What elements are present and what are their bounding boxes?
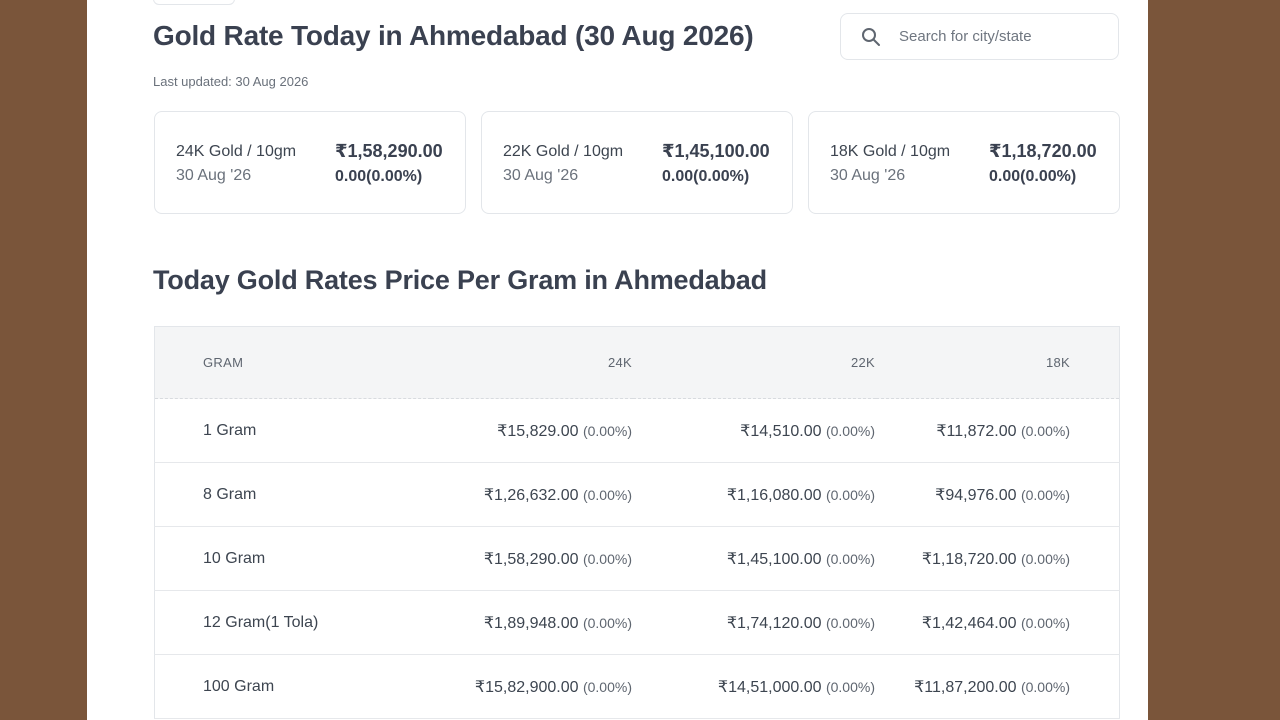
- search-box[interactable]: [840, 13, 1119, 60]
- card-date: 30 Aug '26: [830, 167, 906, 184]
- rate-24k-cell: ₹1,26,632.00 (0.00%): [431, 463, 633, 527]
- rate-value: ₹94,976.00: [935, 486, 1017, 504]
- gram-cell: 100 Gram: [203, 677, 275, 695]
- rate-value: ₹15,82,900.00: [474, 678, 579, 696]
- rate-18k-cell: ₹11,87,200.00 (0.00%): [876, 655, 1120, 719]
- rate-card-22k[interactable]: 22K Gold / 10gm 30 Aug '26 ₹1,45,100.00 …: [481, 111, 793, 214]
- rate-change: (0.00%): [582, 486, 632, 503]
- card-label: 22K Gold / 10gm: [503, 143, 624, 160]
- gram-cell: 8 Gram: [203, 485, 257, 503]
- last-updated-text: Last updated: 30 Aug 2026: [153, 74, 309, 89]
- search-icon[interactable]: [861, 27, 881, 47]
- card-price: ₹1,58,290.00: [335, 141, 443, 161]
- rate-value: ₹14,510.00: [740, 422, 822, 440]
- rate-change: (0.00%): [825, 614, 875, 631]
- rate-change: (0.00%): [1020, 550, 1070, 567]
- top-tab-partial[interactable]: [153, 0, 235, 5]
- rate-change: (0.00%): [825, 422, 875, 439]
- rate-22k-cell: ₹14,51,000.00 (0.00%): [633, 655, 876, 719]
- rate-card-24k[interactable]: 24K Gold / 10gm 30 Aug '26 ₹1,58,290.00 …: [154, 111, 466, 214]
- table-row: 100 Gram ₹15,82,900.00 (0.00%) ₹14,51,00…: [154, 655, 1120, 719]
- rate-value: ₹11,87,200.00: [914, 678, 1017, 696]
- rate-change: (0.00%): [582, 422, 632, 439]
- card-label: 18K Gold / 10gm: [830, 143, 951, 160]
- column-header-18k: 18K: [876, 326, 1120, 399]
- rate-value: ₹1,89,948.00: [483, 614, 579, 632]
- rate-24k-cell: ₹1,58,290.00 (0.00%): [431, 527, 633, 591]
- rate-22k-cell: ₹14,510.00 (0.00%): [633, 399, 876, 463]
- rate-change: (0.00%): [582, 614, 632, 631]
- card-change: 0.00(0.00%): [662, 168, 750, 185]
- table-row: 1 Gram ₹15,829.00 (0.00%) ₹14,510.00 (0.…: [154, 399, 1120, 463]
- table-row: 10 Gram ₹1,58,290.00 (0.00%) ₹1,45,100.0…: [154, 527, 1120, 591]
- card-date: 30 Aug '26: [176, 167, 252, 184]
- card-price: ₹1,18,720.00: [989, 141, 1097, 161]
- rate-value: ₹1,42,464.00: [921, 614, 1017, 632]
- rate-18k-cell: ₹94,976.00 (0.00%): [876, 463, 1120, 527]
- card-price: ₹1,45,100.00: [662, 141, 770, 161]
- rate-card-18k[interactable]: 18K Gold / 10gm 30 Aug '26 ₹1,18,720.00 …: [808, 111, 1120, 214]
- card-change: 0.00(0.00%): [335, 168, 423, 185]
- rate-18k-cell: ₹1,42,464.00 (0.00%): [876, 591, 1120, 655]
- gold-rates-table: GRAM 24K 22K 18K 1 Gram ₹15,829.00 (0.00…: [154, 326, 1120, 719]
- rate-24k-cell: ₹15,82,900.00 (0.00%): [431, 655, 633, 719]
- column-header-gram: GRAM: [154, 326, 431, 399]
- card-change: 0.00(0.00%): [989, 168, 1077, 185]
- rate-22k-cell: ₹1,16,080.00 (0.00%): [633, 463, 876, 527]
- rate-value: ₹15,829.00: [497, 422, 579, 440]
- column-header-22k: 22K: [633, 326, 876, 399]
- rate-value: ₹1,45,100.00: [726, 550, 822, 568]
- rate-value: ₹1,18,720.00: [921, 550, 1017, 568]
- rate-value: ₹1,58,290.00: [483, 550, 579, 568]
- rate-value: ₹14,51,000.00: [717, 678, 822, 696]
- search-input[interactable]: [897, 27, 1111, 46]
- rate-24k-cell: ₹15,829.00 (0.00%): [431, 399, 633, 463]
- rate-change: (0.00%): [1020, 678, 1070, 695]
- rate-change: (0.00%): [582, 550, 632, 567]
- table-header-row: GRAM 24K 22K 18K: [154, 326, 1120, 399]
- rate-value: ₹1,74,120.00: [726, 614, 822, 632]
- rate-change: (0.00%): [1020, 486, 1070, 503]
- gram-cell: 10 Gram: [203, 549, 266, 567]
- table-row: 12 Gram(1 Tola) ₹1,89,948.00 (0.00%) ₹1,…: [154, 591, 1120, 655]
- rate-change: (0.00%): [1020, 422, 1070, 439]
- rate-22k-cell: ₹1,74,120.00 (0.00%): [633, 591, 876, 655]
- content-panel: Gold Rate Today in Ahmedabad (30 Aug 202…: [87, 0, 1148, 720]
- rate-change: (0.00%): [825, 550, 875, 567]
- rate-change: (0.00%): [582, 678, 632, 695]
- rate-24k-cell: ₹1,89,948.00 (0.00%): [431, 591, 633, 655]
- card-date: 30 Aug '26: [503, 167, 579, 184]
- table-row: 8 Gram ₹1,26,632.00 (0.00%) ₹1,16,080.00…: [154, 463, 1120, 527]
- rate-value: ₹11,872.00: [936, 422, 1017, 440]
- column-header-24k: 24K: [431, 326, 633, 399]
- rate-18k-cell: ₹1,18,720.00 (0.00%): [876, 527, 1120, 591]
- rate-value: ₹1,26,632.00: [483, 486, 579, 504]
- rate-18k-cell: ₹11,872.00 (0.00%): [876, 399, 1120, 463]
- rate-change: (0.00%): [825, 486, 875, 503]
- rate-change: (0.00%): [1020, 614, 1070, 631]
- page-title: Gold Rate Today in Ahmedabad (30 Aug 202…: [153, 20, 754, 51]
- gram-cell: 12 Gram(1 Tola): [203, 613, 319, 631]
- rate-value: ₹1,16,080.00: [726, 486, 822, 504]
- gram-cell: 1 Gram: [203, 421, 257, 439]
- card-label: 24K Gold / 10gm: [176, 143, 297, 160]
- rate-change: (0.00%): [825, 678, 875, 695]
- section-title: Today Gold Rates Price Per Gram in Ahmed…: [153, 265, 767, 295]
- rate-22k-cell: ₹1,45,100.00 (0.00%): [633, 527, 876, 591]
